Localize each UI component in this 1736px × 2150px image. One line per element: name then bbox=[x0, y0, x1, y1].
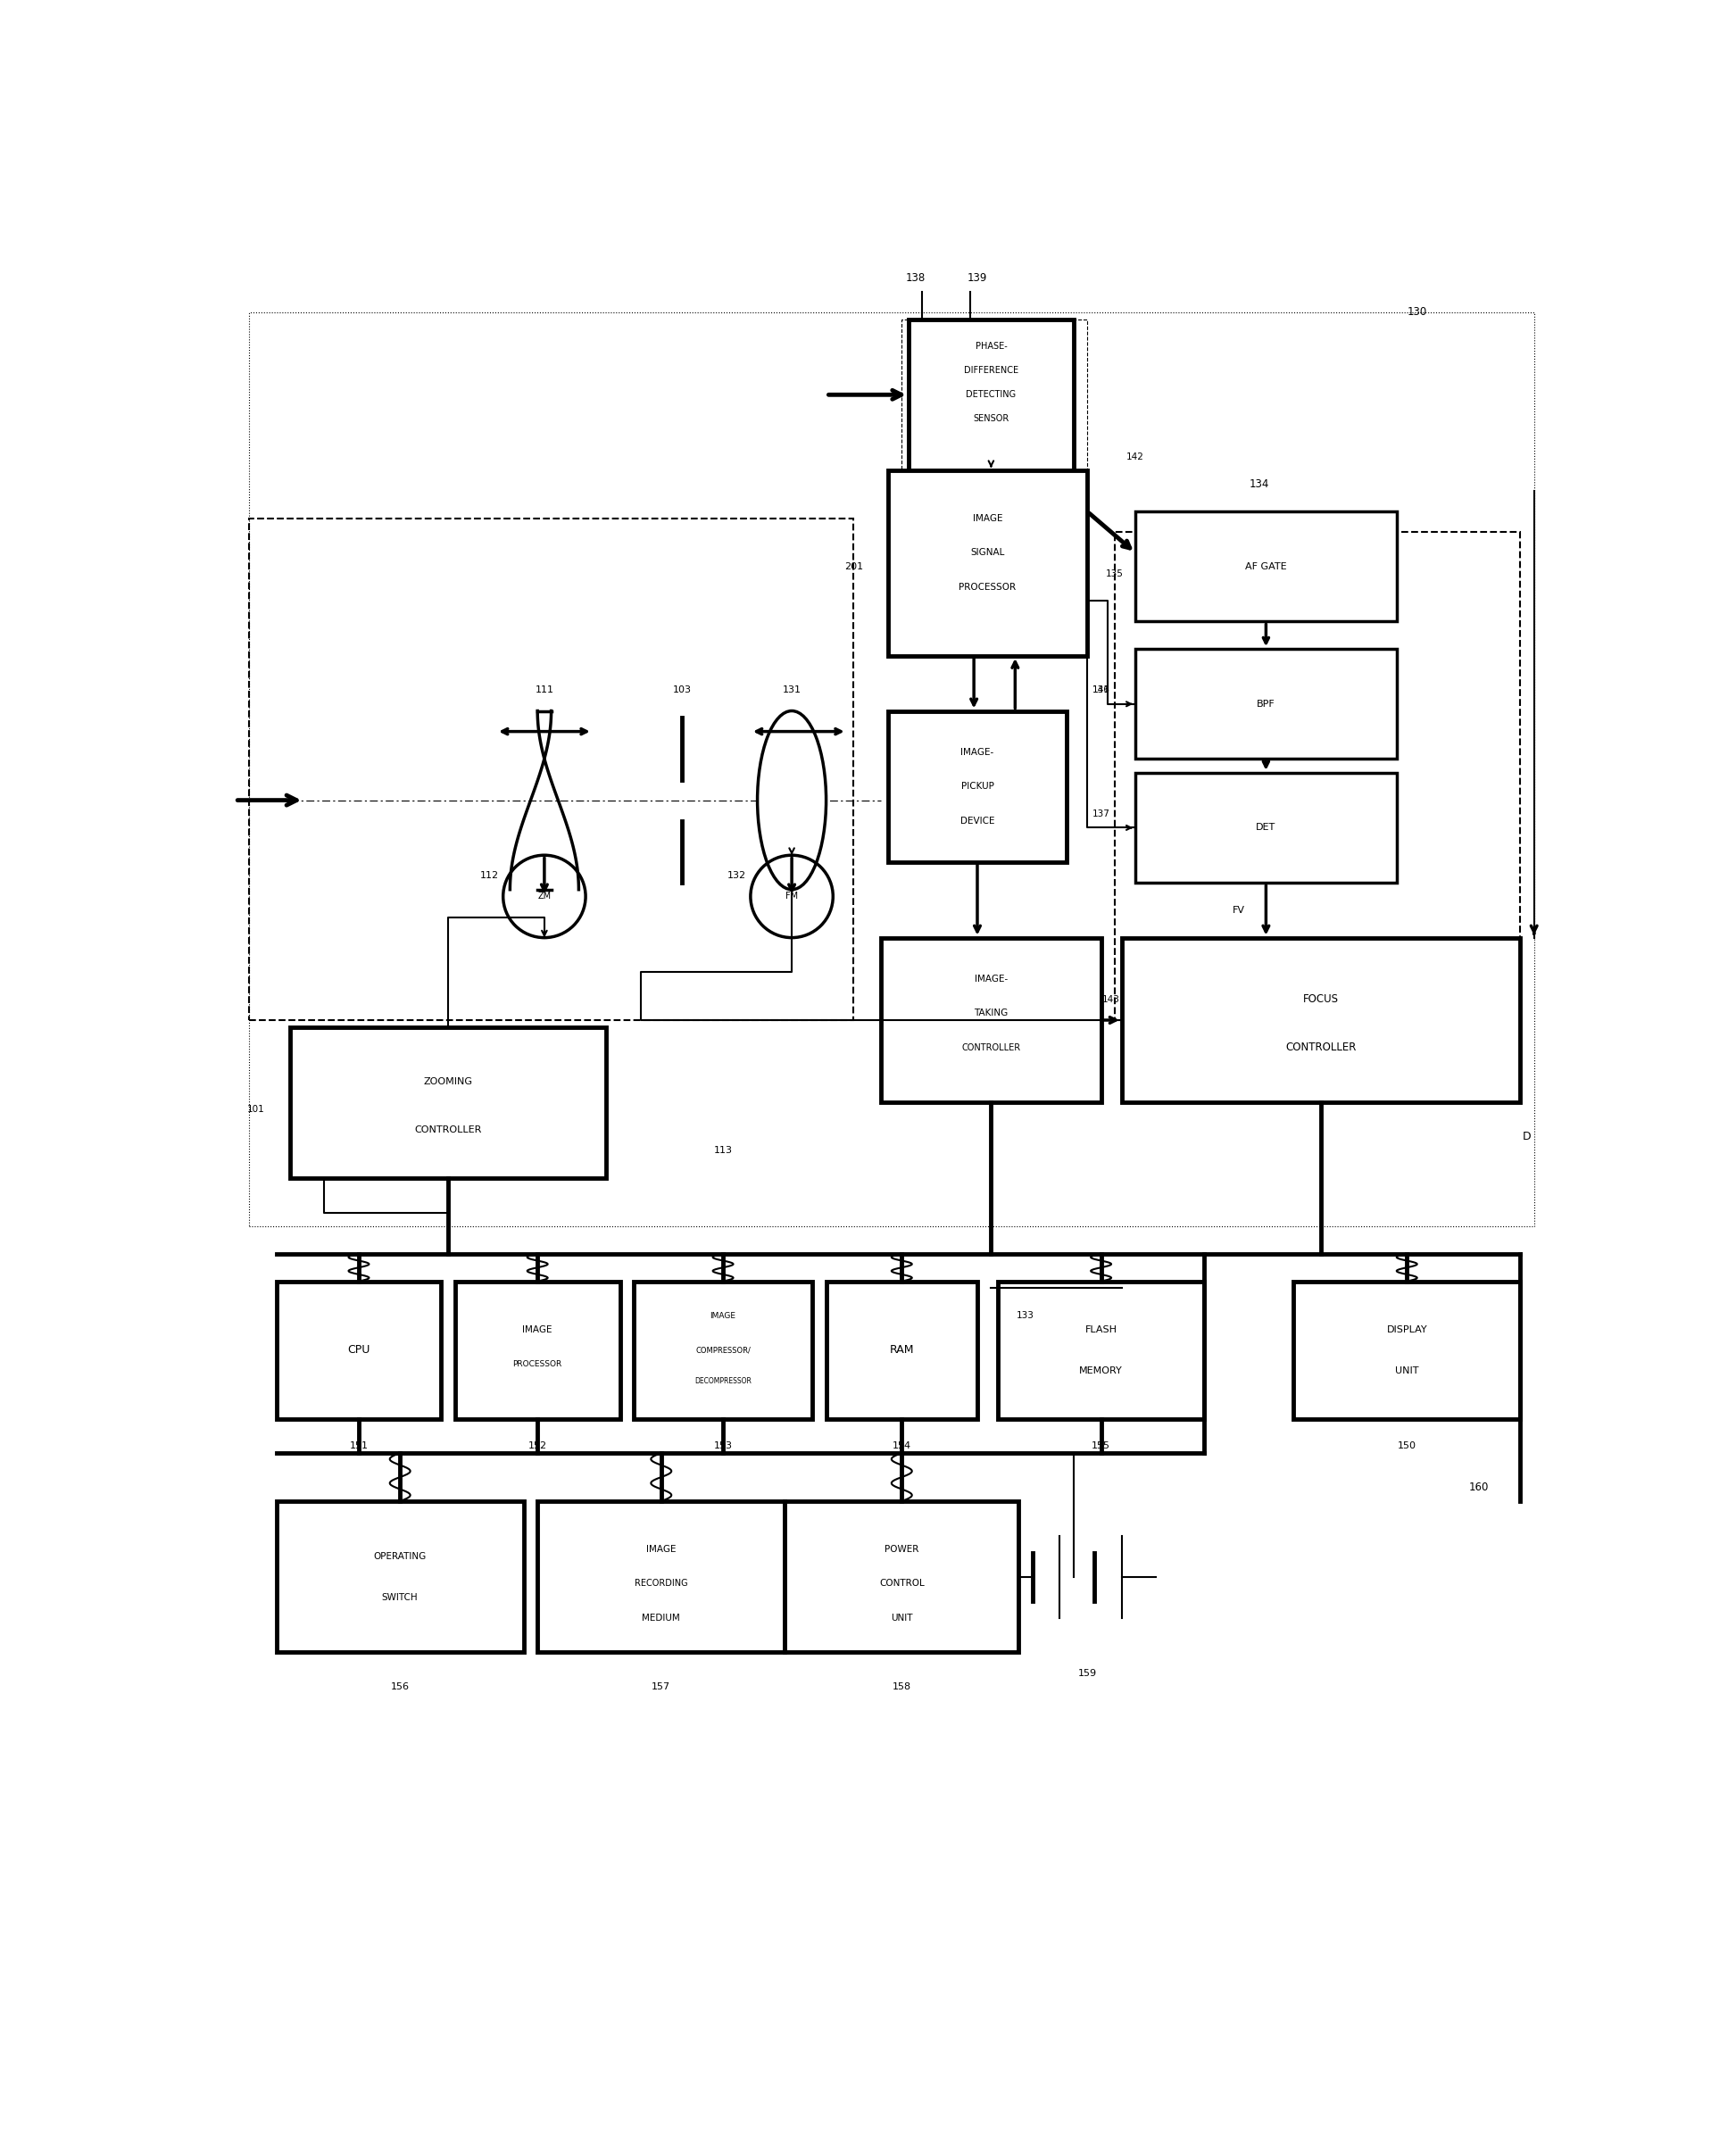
Text: 141: 141 bbox=[1092, 686, 1109, 694]
Bar bbox=[1135, 772, 1396, 884]
Text: PROCESSOR: PROCESSOR bbox=[512, 1359, 562, 1367]
Text: 132: 132 bbox=[727, 871, 746, 879]
Text: UNIT: UNIT bbox=[891, 1612, 913, 1623]
Text: 150: 150 bbox=[1397, 1443, 1417, 1451]
Text: 101: 101 bbox=[247, 1105, 264, 1114]
Text: ZM: ZM bbox=[538, 892, 550, 901]
Text: 153: 153 bbox=[713, 1443, 733, 1451]
Text: 157: 157 bbox=[651, 1681, 670, 1692]
Bar bbox=[1115, 533, 1521, 1019]
Text: 156: 156 bbox=[391, 1681, 410, 1692]
Text: 130: 130 bbox=[1408, 307, 1427, 318]
Text: POWER: POWER bbox=[885, 1546, 918, 1554]
Text: IMAGE: IMAGE bbox=[710, 1312, 736, 1320]
Text: SENSOR: SENSOR bbox=[974, 415, 1009, 424]
Text: 143: 143 bbox=[1102, 995, 1120, 1004]
Text: 159: 159 bbox=[1078, 1668, 1097, 1677]
Text: CONTROLLER: CONTROLLER bbox=[1286, 1043, 1356, 1054]
Text: RAM: RAM bbox=[889, 1344, 913, 1357]
Text: DETECTING: DETECTING bbox=[965, 391, 1016, 400]
Text: DET: DET bbox=[1257, 823, 1276, 832]
Text: ZOOMING: ZOOMING bbox=[424, 1077, 472, 1086]
Bar bbox=[889, 712, 1066, 862]
Text: 112: 112 bbox=[479, 871, 498, 879]
Text: 152: 152 bbox=[528, 1443, 547, 1451]
Text: IMAGE: IMAGE bbox=[972, 514, 1003, 522]
Text: CONTROLLER: CONTROLLER bbox=[415, 1127, 483, 1135]
Text: FV: FV bbox=[1233, 905, 1245, 914]
Bar bbox=[901, 318, 1087, 490]
Bar bbox=[276, 1281, 441, 1419]
Text: 139: 139 bbox=[967, 273, 988, 284]
Text: 103: 103 bbox=[672, 686, 691, 694]
Text: COMPRESSOR/: COMPRESSOR/ bbox=[696, 1346, 750, 1355]
Text: MEDIUM: MEDIUM bbox=[642, 1612, 681, 1623]
Text: 154: 154 bbox=[892, 1443, 911, 1451]
Text: PHASE-: PHASE- bbox=[976, 342, 1007, 350]
Bar bbox=[455, 1281, 620, 1419]
Text: IMAGE: IMAGE bbox=[523, 1324, 552, 1333]
Text: 134: 134 bbox=[1250, 477, 1269, 490]
Text: PROCESSOR: PROCESSOR bbox=[958, 583, 1016, 591]
Bar bbox=[276, 1501, 524, 1653]
Ellipse shape bbox=[757, 712, 826, 890]
Text: UNIT: UNIT bbox=[1396, 1365, 1418, 1376]
Text: CPU: CPU bbox=[347, 1344, 370, 1357]
Text: FLASH: FLASH bbox=[1085, 1324, 1116, 1333]
Bar bbox=[1121, 937, 1521, 1103]
Text: SWITCH: SWITCH bbox=[382, 1593, 418, 1602]
Text: FM: FM bbox=[785, 892, 799, 901]
Text: CONTROLLER: CONTROLLER bbox=[962, 1043, 1021, 1051]
Text: PICKUP: PICKUP bbox=[960, 783, 993, 791]
Text: FOCUS: FOCUS bbox=[1304, 993, 1338, 1006]
Text: MEMORY: MEMORY bbox=[1080, 1365, 1123, 1376]
Text: 113: 113 bbox=[713, 1146, 733, 1155]
Text: AF GATE: AF GATE bbox=[1245, 561, 1286, 572]
Text: TAKING: TAKING bbox=[974, 1008, 1009, 1017]
Text: BPF: BPF bbox=[1257, 699, 1276, 710]
Text: DECOMPRESSOR: DECOMPRESSOR bbox=[694, 1376, 752, 1385]
Text: IMAGE-: IMAGE- bbox=[974, 974, 1007, 983]
Text: OPERATING: OPERATING bbox=[373, 1552, 427, 1561]
Text: RECORDING: RECORDING bbox=[635, 1578, 687, 1589]
Bar bbox=[290, 1028, 606, 1178]
Bar bbox=[998, 1281, 1205, 1419]
Text: DISPLAY: DISPLAY bbox=[1387, 1324, 1427, 1333]
Text: IMAGE: IMAGE bbox=[646, 1546, 675, 1554]
Bar bbox=[908, 318, 1073, 471]
Text: DEVICE: DEVICE bbox=[960, 817, 995, 826]
Bar bbox=[248, 312, 1535, 1225]
Text: DIFFERENCE: DIFFERENCE bbox=[963, 366, 1019, 374]
Text: 136: 136 bbox=[1092, 686, 1109, 694]
Text: 155: 155 bbox=[1092, 1443, 1111, 1451]
Text: 133: 133 bbox=[1017, 1312, 1035, 1320]
Text: 160: 160 bbox=[1469, 1481, 1489, 1494]
Bar bbox=[538, 1501, 785, 1653]
Text: 135: 135 bbox=[1106, 570, 1123, 578]
Bar bbox=[634, 1281, 812, 1419]
Text: IMAGE-: IMAGE- bbox=[960, 748, 995, 757]
Bar bbox=[826, 1281, 977, 1419]
Bar bbox=[1135, 512, 1396, 621]
Text: 131: 131 bbox=[783, 686, 800, 694]
Text: 142: 142 bbox=[1127, 452, 1144, 460]
Bar bbox=[1293, 1281, 1521, 1419]
Bar bbox=[248, 518, 854, 1019]
Text: CONTROL: CONTROL bbox=[878, 1578, 924, 1589]
Text: 138: 138 bbox=[906, 273, 925, 284]
Text: 111: 111 bbox=[535, 686, 554, 694]
Bar bbox=[785, 1501, 1019, 1653]
Text: D: D bbox=[1522, 1131, 1531, 1144]
Text: 137: 137 bbox=[1092, 811, 1109, 819]
Text: 201: 201 bbox=[844, 561, 863, 572]
Text: SIGNAL: SIGNAL bbox=[970, 548, 1005, 557]
Text: 151: 151 bbox=[349, 1443, 368, 1451]
Bar bbox=[1135, 649, 1396, 759]
Bar bbox=[882, 937, 1101, 1103]
Text: 158: 158 bbox=[892, 1681, 911, 1692]
Bar bbox=[889, 471, 1087, 656]
